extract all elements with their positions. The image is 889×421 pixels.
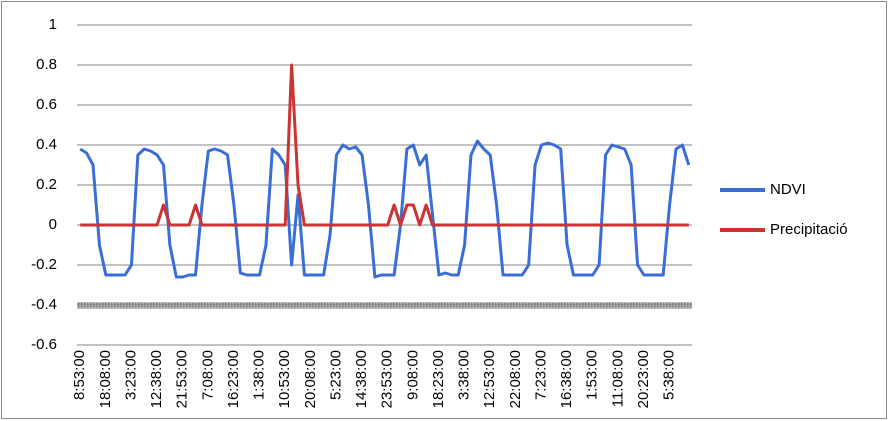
x-tick-label: 5:23:00	[327, 350, 344, 400]
x-tick-label: 21:53:00	[174, 350, 191, 408]
y-tick-label: 0.4	[36, 136, 57, 153]
x-tick-label: 11:08:00	[609, 350, 626, 407]
x-tick-label: 20:23:00	[635, 350, 652, 408]
x-tick-label: 9:08:00	[404, 350, 421, 400]
x-tick-label: 3:38:00	[456, 350, 473, 400]
x-tick-label: 8:53:00	[71, 350, 88, 400]
x-tick-label: 18:08:00	[97, 350, 114, 408]
y-tick-label: 0.2	[36, 176, 57, 193]
x-tick-label: 14:38:00	[353, 350, 370, 408]
y-tick-label: -0.2	[31, 256, 57, 273]
legend-label: Precipitació	[770, 221, 848, 238]
x-tick-label: 16:38:00	[558, 350, 575, 408]
series-line	[79, 139, 691, 279]
x-tick-label: 22:08:00	[507, 350, 524, 408]
y-tick-label: 1	[49, 16, 57, 33]
legend-label: NDVI	[770, 181, 806, 198]
x-tick-label: 7:08:00	[199, 350, 216, 400]
y-tick-label: 0	[49, 216, 57, 233]
x-tick-label: 10:53:00	[276, 350, 293, 408]
y-tick-label: 0.6	[36, 96, 57, 113]
y-tick-label: 0.8	[36, 56, 57, 73]
x-tick-label: 23:53:00	[379, 350, 396, 408]
x-tick-label: 5:38:00	[661, 350, 678, 400]
y-tick-label: -0.4	[31, 296, 57, 313]
x-tick-label: 1:38:00	[251, 350, 268, 400]
x-tick-label: 18:23:00	[430, 350, 447, 408]
x-tick-label: 12:53:00	[481, 350, 498, 408]
x-tick-label: 12:38:00	[148, 350, 165, 408]
x-tick-label: 20:08:00	[302, 350, 319, 408]
x-tick-label: 7:23:00	[532, 350, 549, 400]
x-tick-label: 1:53:00	[584, 350, 601, 400]
x-tick-label: 3:23:00	[122, 350, 139, 400]
y-tick-label: -0.6	[31, 336, 57, 353]
x-tick-label: 16:23:00	[225, 350, 242, 408]
series-line	[80, 63, 689, 227]
